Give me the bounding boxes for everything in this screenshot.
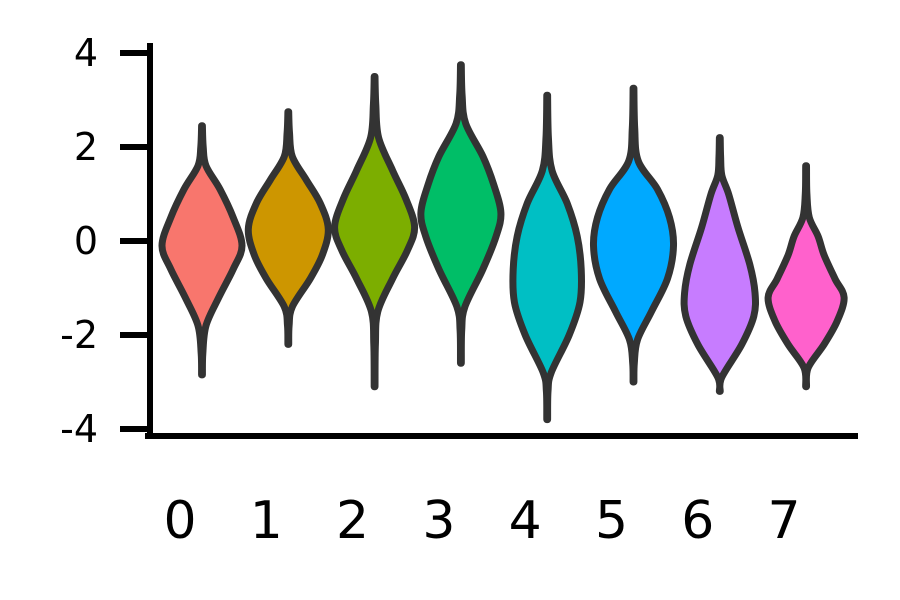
violin-category-5 bbox=[589, 84, 678, 386]
y-tick-label: 2 bbox=[74, 125, 98, 169]
violin-category-7 bbox=[764, 162, 848, 391]
violin-category-3 bbox=[417, 61, 505, 367]
y-tick-label: -2 bbox=[60, 313, 98, 357]
x-tick-label: 3 bbox=[422, 491, 455, 551]
x-tick-label: 1 bbox=[250, 491, 283, 551]
x-tick-label: 0 bbox=[163, 491, 196, 551]
x-tick-label: 5 bbox=[595, 491, 628, 551]
violin-category-0 bbox=[158, 122, 246, 379]
violins-group bbox=[158, 61, 848, 424]
y-tick-label: 0 bbox=[74, 219, 98, 263]
violin-category-1 bbox=[244, 108, 332, 348]
y-tick-label: -4 bbox=[60, 407, 98, 451]
y-ticks-group: 4 2 0 -2 -4 bbox=[60, 31, 150, 451]
x-tick-label: 6 bbox=[681, 491, 714, 551]
violin-category-6 bbox=[680, 134, 760, 395]
violin-category-2 bbox=[331, 73, 419, 391]
y-tick-label: 4 bbox=[74, 31, 98, 75]
x-tick-label: 4 bbox=[509, 491, 542, 551]
violin-category-4 bbox=[509, 91, 586, 424]
x-tick-label: 2 bbox=[336, 491, 369, 551]
x-tick-label: 7 bbox=[768, 491, 801, 551]
